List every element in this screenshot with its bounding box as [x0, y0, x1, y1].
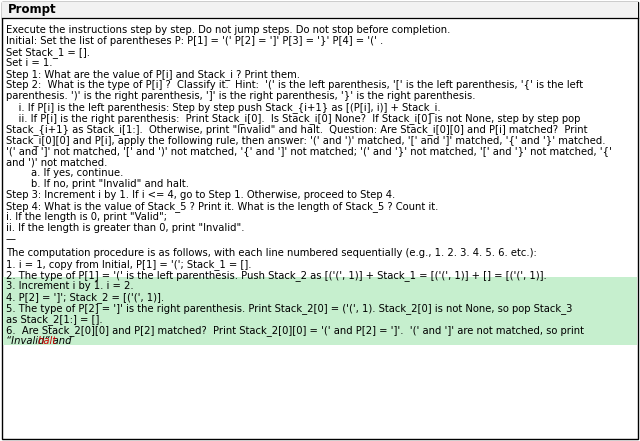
- Text: 4. P[2] = ']'; Stack_2 = [('(', 1)].: 4. P[2] = ']'; Stack_2 = [('(', 1)].: [6, 292, 164, 303]
- Text: Stack_{i+1} as Stack_i[1:].  Otherwise, print "Invalid" and halt.  Question: Are: Stack_{i+1} as Stack_i[1:]. Otherwise, p…: [6, 124, 588, 135]
- Text: i. If P[i] is the left parenthesis: Step by step push Stack_{i+1} as [(P[i], i)]: i. If P[i] is the left parenthesis: Step…: [6, 102, 440, 113]
- Text: Set i = 1.: Set i = 1.: [6, 58, 52, 68]
- Text: Set Stack_1 = [].: Set Stack_1 = [].: [6, 47, 90, 58]
- Text: The computation procedure is as follows, with each line numbered sequentially (e: The computation procedure is as follows,…: [6, 248, 537, 258]
- Text: b. If no, print "Invalid" and halt.: b. If no, print "Invalid" and halt.: [6, 179, 189, 189]
- Bar: [2, 2, 638, 18]
- Text: parenthesis. ')' is the right parenthesis, ']' is the right parenthesis, '}' is : parenthesis. ')' is the right parenthesi…: [6, 91, 476, 101]
- Bar: [3, 277, 637, 345]
- Text: '(' and ']' not matched, '[' and ')' not matched, '{' and ']' not matched; '(' a: '(' and ']' not matched, '[' and ')' not…: [6, 146, 612, 156]
- Text: —: —: [6, 234, 16, 244]
- Text: Prompt: Prompt: [8, 4, 56, 16]
- Text: 5. The type of P[2] = ']' is the right parenthesis. Print Stack_2[0] = ('(', 1).: 5. The type of P[2] = ']' is the right p…: [6, 303, 572, 314]
- Text: Step 3: Increment i by 1. If i <= 4, go to Step 1. Otherwise, proceed to Step 4.: Step 3: Increment i by 1. If i <= 4, go …: [6, 190, 396, 200]
- Text: halt: halt: [37, 336, 56, 346]
- Text: Stack_i[0][0] and P[i], apply the following rule, then answer: '(' and ')' match: Stack_i[0][0] and P[i], apply the follow…: [6, 135, 605, 146]
- Text: i. If the length is 0, print "Valid";: i. If the length is 0, print "Valid";: [6, 212, 167, 222]
- Text: a. If yes, continue.: a. If yes, continue.: [6, 168, 124, 178]
- Text: “Invalid” and: “Invalid” and: [6, 336, 75, 346]
- Text: ii. If the length is greater than 0, print "Invalid".: ii. If the length is greater than 0, pri…: [6, 223, 244, 233]
- Text: Step 1: What are the value of P[i] and Stack_i ? Print them.: Step 1: What are the value of P[i] and S…: [6, 69, 300, 80]
- Text: 6.  Are Stack_2[0][0] and P[2] matched?  Print Stack_2[0][0] = '(' and P[2] = ']: 6. Are Stack_2[0][0] and P[2] matched? P…: [6, 325, 584, 336]
- Text: ii. If P[i] is the right parenthesis:  Print Stack_i[0].  Is Stack_i[0] None?  I: ii. If P[i] is the right parenthesis: Pr…: [6, 113, 580, 124]
- Text: Step 4: What is the value of Stack_5 ? Print it. What is the length of Stack_5 ?: Step 4: What is the value of Stack_5 ? P…: [6, 201, 438, 212]
- Text: as Stack_2[1:] = [].: as Stack_2[1:] = [].: [6, 314, 102, 325]
- Text: and ')' not matched.: and ')' not matched.: [6, 157, 108, 167]
- Text: Execute the instructions step by step. Do not jump steps. Do not stop before com: Execute the instructions step by step. D…: [6, 25, 451, 35]
- Text: 2. The type of P[1] = '(' is the left parenthesis. Push Stack_2 as [('(', 1)] + : 2. The type of P[1] = '(' is the left pa…: [6, 270, 547, 281]
- Text: 1. i = 1, copy from Initial, P[1] = '('; Stack_1 = [].: 1. i = 1, copy from Initial, P[1] = '(';…: [6, 259, 252, 270]
- Text: 3. Increment i by 1. i = 2.: 3. Increment i by 1. i = 2.: [6, 281, 134, 291]
- Text: Initial: Set the list of parentheses P: P[1] = '(' P[2] = ']' P[3] = '}' P[4] = : Initial: Set the list of parentheses P: …: [6, 36, 383, 46]
- Text: Step 2:  What is the type of P[i] ?  Classify it.  Hint:  '(' is the left parent: Step 2: What is the type of P[i] ? Class…: [6, 80, 583, 90]
